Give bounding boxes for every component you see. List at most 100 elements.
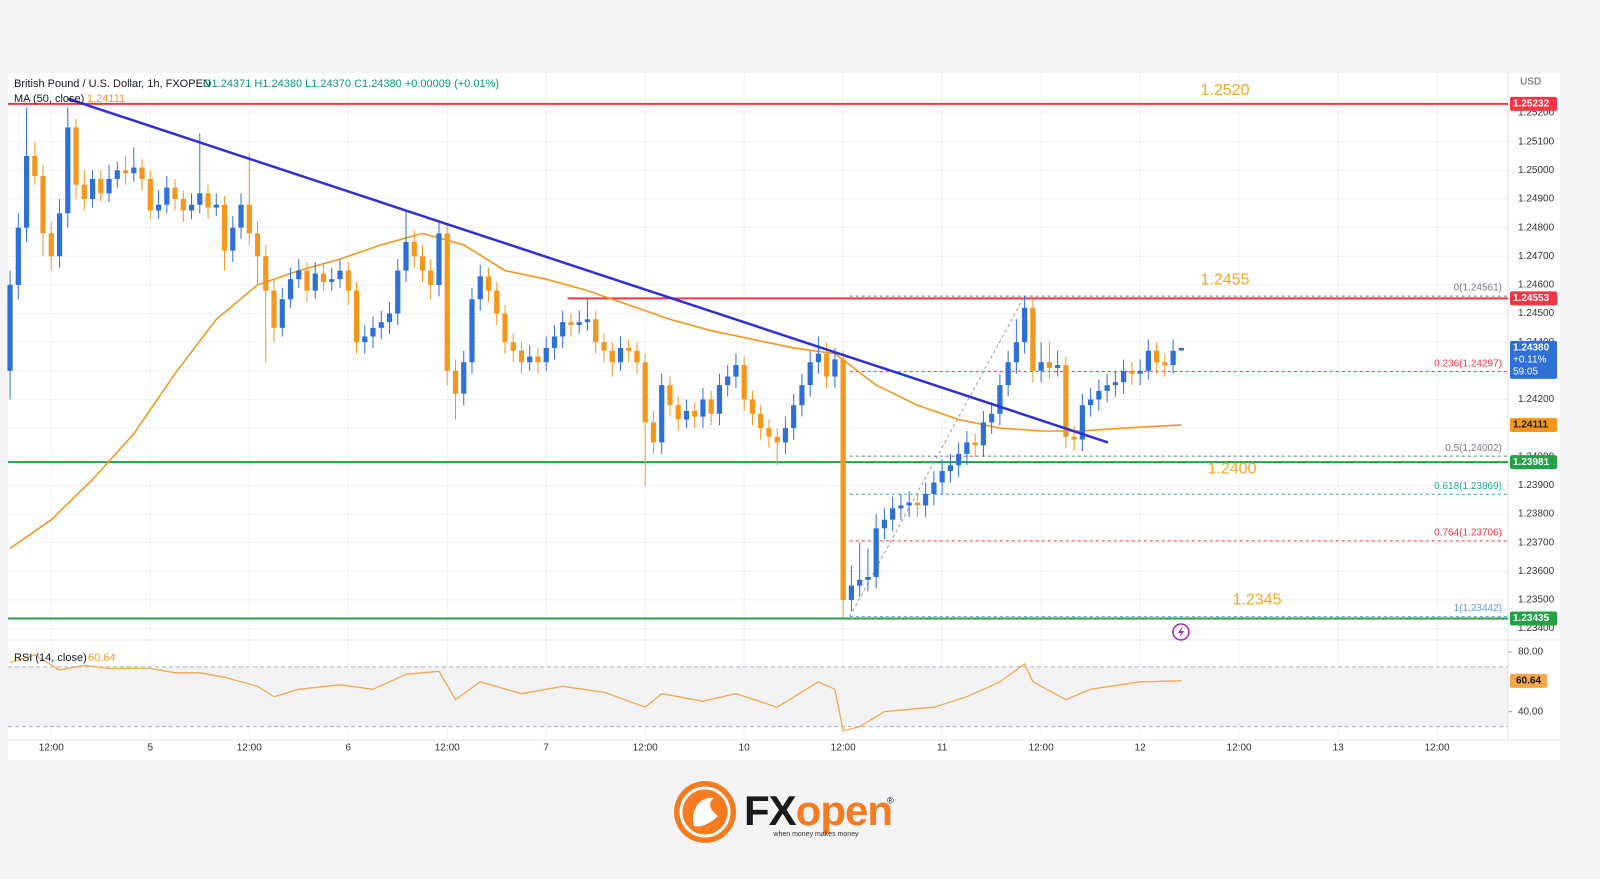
level-tag-bg [1510, 611, 1557, 626]
candle-body [683, 410, 690, 420]
candle-body [155, 204, 162, 211]
x-tick-label: 5 [148, 743, 154, 754]
candle-body [395, 270, 401, 314]
y-tick-label: 1.23400 [1518, 623, 1555, 634]
candle-body [1005, 362, 1011, 386]
candle-body [1071, 436, 1077, 440]
candle-body [411, 241, 417, 257]
candle-body [857, 579, 863, 586]
candle-body [634, 350, 640, 363]
candle-body [659, 385, 665, 443]
y-tick-label: 1.24800 [1518, 222, 1555, 233]
candle-body [419, 256, 426, 271]
x-tick-label: 12:00 [435, 743, 460, 754]
candle-body [122, 170, 129, 174]
candle-body [997, 385, 1003, 414]
logo-wordmark: FXopen [744, 787, 892, 834]
rsi-band-fill [8, 666, 1508, 727]
y-tick-label: 1.23800 [1518, 509, 1555, 520]
candle-body [296, 270, 302, 280]
fib-diagonal [849, 295, 1026, 617]
rsi-line [9, 654, 1182, 732]
candle-body [791, 405, 797, 429]
candle-body [444, 233, 450, 371]
candle-body [436, 233, 442, 285]
ma-tag: 1.24111 [1513, 420, 1548, 431]
candle-body [98, 178, 104, 194]
candle-body [848, 585, 855, 600]
level-tag-bg [1510, 455, 1557, 470]
x-tick-label: 12 [1135, 743, 1147, 754]
candle-body [221, 204, 228, 251]
candle-body [7, 284, 13, 371]
candle-body [527, 356, 533, 363]
candle-body [807, 362, 813, 386]
candle-body [939, 471, 945, 483]
y-tick-label: 1.23700 [1518, 537, 1555, 548]
candle-body [601, 342, 607, 351]
candle-body [832, 359, 838, 377]
candle-body [799, 385, 805, 406]
candle-body [824, 353, 830, 377]
candle-body [1013, 342, 1019, 363]
candle-body [114, 170, 120, 179]
rsi-tick-label: 80.00 [1518, 647, 1543, 658]
logo-emblem-ring [679, 786, 731, 838]
last-price-countdown: 59:05 [1513, 367, 1538, 378]
candle-body [386, 313, 393, 323]
candle-body [1154, 350, 1160, 363]
candle-body [131, 167, 137, 174]
candle-body [1137, 370, 1143, 374]
candle-body [551, 336, 558, 348]
candle-body [477, 276, 483, 300]
x-tick-label: 12:00 [1029, 743, 1054, 754]
x-tick-label: 12:00 [1227, 743, 1252, 754]
candle-body [890, 508, 896, 520]
candle-body [147, 178, 153, 211]
candle-body [1129, 370, 1135, 374]
x-tick-label: 12:00 [1425, 743, 1450, 754]
candle-body [923, 493, 929, 506]
level-note: 1.2455 [1201, 272, 1250, 289]
candle-body [362, 336, 368, 343]
fib-label: 0.764(1.23706) [1434, 528, 1502, 539]
x-tick-label: 12:00 [237, 743, 262, 754]
candle-body [560, 322, 566, 337]
chart-panel [8, 73, 1560, 760]
candle-body [312, 273, 318, 291]
candle-body [89, 178, 96, 199]
candle-body [914, 502, 921, 506]
level-tag: 1.24553 [1513, 293, 1550, 304]
candle-body [205, 193, 211, 208]
candle-body [626, 347, 632, 351]
currency: USD [1520, 77, 1541, 88]
y-tick-label: 1.25100 [1518, 136, 1555, 147]
candle-body [749, 399, 756, 414]
alert-icon [1172, 623, 1190, 641]
candle-body [1038, 362, 1044, 371]
level-tag-bg [1510, 291, 1557, 306]
candle-body [1178, 347, 1184, 351]
level-tag: 1.25232 [1513, 99, 1550, 110]
candle-body [782, 428, 789, 443]
candle-body [1162, 362, 1168, 366]
rsi-legend: RSI (14, close) [14, 652, 87, 664]
x-tick-label: 12:00 [831, 743, 856, 754]
candle-body [172, 187, 178, 199]
candle-body [1170, 350, 1176, 366]
rsi-legend-value: 60.64 [88, 652, 116, 664]
candle-body [865, 577, 871, 580]
candle-body [1121, 370, 1127, 383]
candle-body [56, 213, 63, 257]
candle-body [642, 362, 648, 423]
y-tick-label: 1.23600 [1518, 566, 1555, 577]
candle-body [48, 233, 54, 257]
candle-body [980, 422, 986, 446]
x-tick-label: 6 [345, 743, 351, 754]
candle-body [543, 347, 549, 363]
candle-body [815, 353, 822, 363]
y-tick-label: 1.24700 [1518, 251, 1555, 262]
candle-body [23, 156, 30, 228]
level-tag: 1.23981 [1513, 457, 1550, 468]
candle-body [1079, 405, 1085, 440]
